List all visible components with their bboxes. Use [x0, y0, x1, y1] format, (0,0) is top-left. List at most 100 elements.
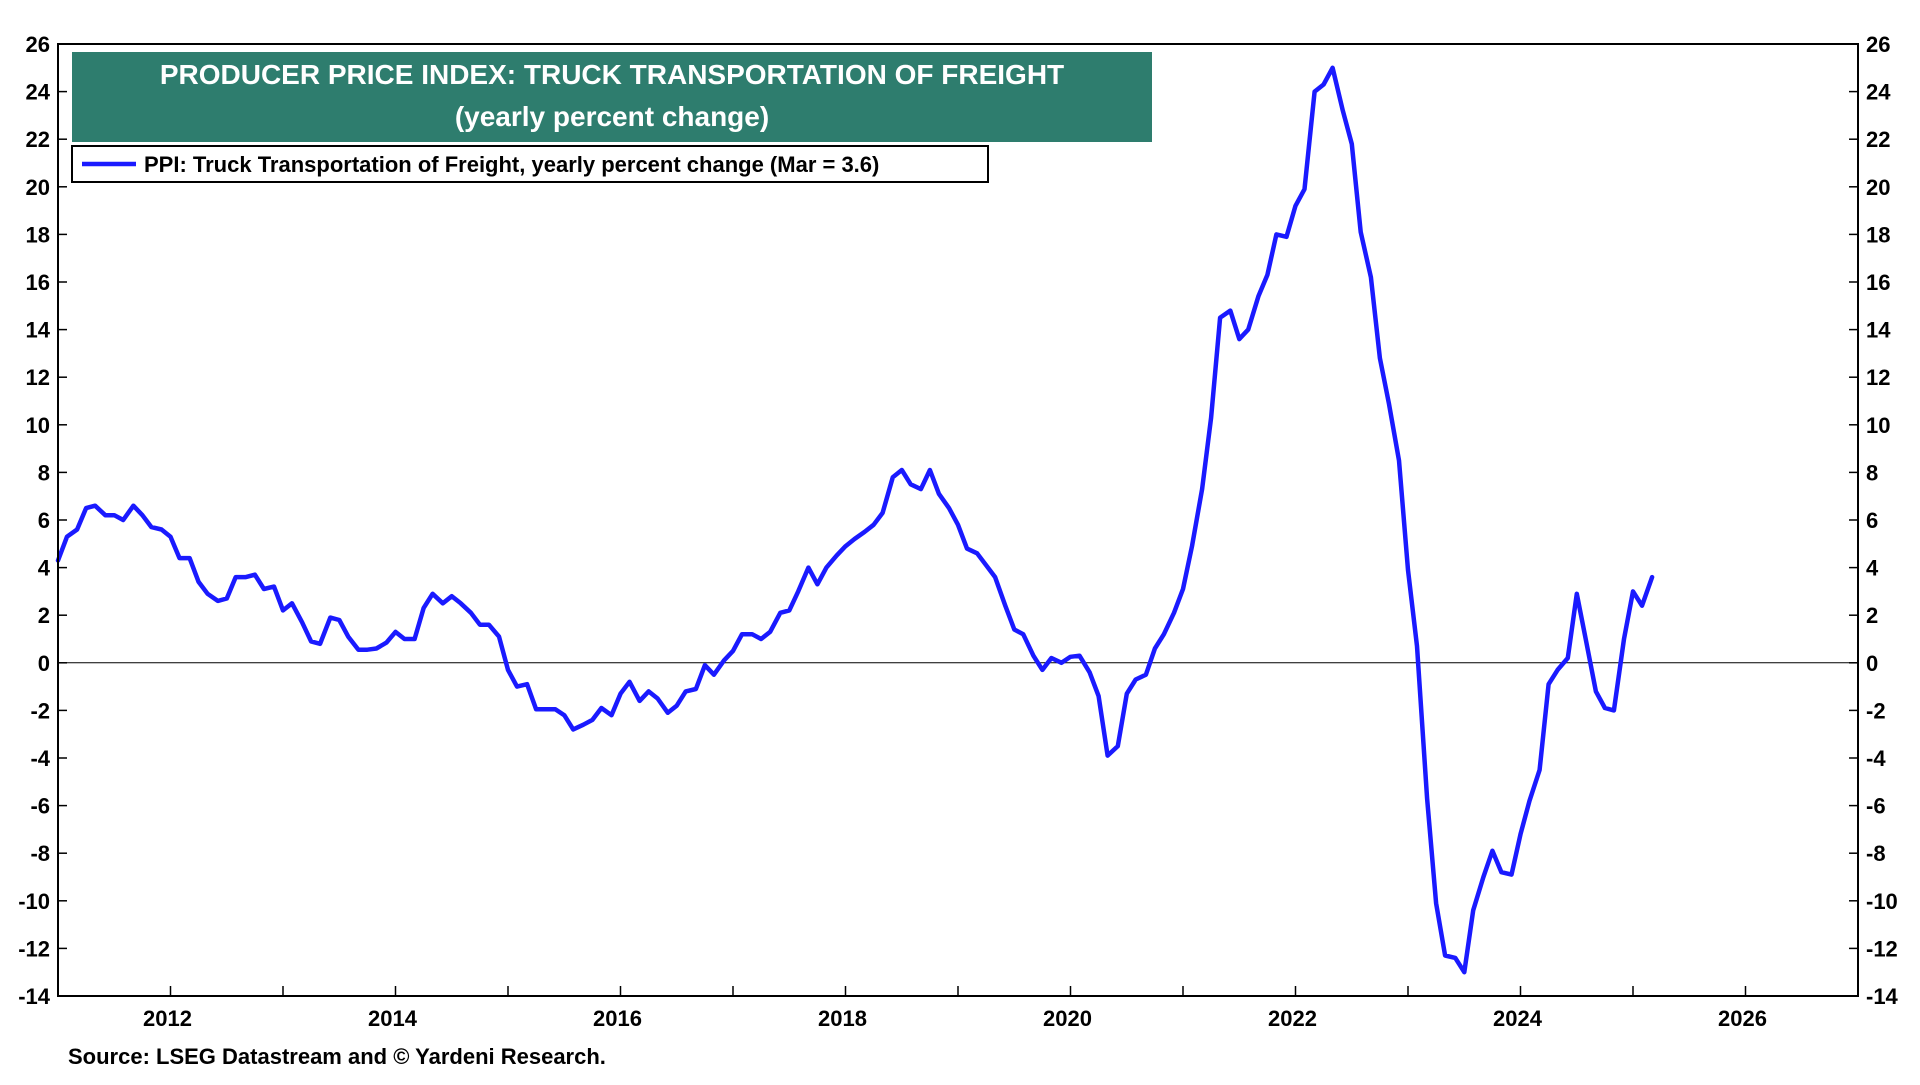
- data-point: [534, 708, 538, 711]
- y-tick-label-right: 0: [1866, 651, 1878, 676]
- y-tick-label-left: 6: [38, 508, 50, 533]
- data-point: [947, 506, 951, 510]
- data-point: [253, 573, 257, 576]
- y-tick-label-left: 4: [38, 556, 51, 581]
- data-point: [1556, 668, 1559, 672]
- data-point: [1350, 142, 1354, 146]
- data-point: [731, 649, 735, 653]
- y-tick-label-right: -10: [1866, 889, 1898, 914]
- y-tick-label-left: 16: [26, 270, 50, 295]
- data-point: [431, 592, 434, 595]
- data-point: [1181, 587, 1185, 591]
- data-point: [1322, 83, 1325, 86]
- data-point: [459, 602, 462, 605]
- data-point: [113, 514, 116, 517]
- data-point: [900, 468, 903, 472]
- legend-label: PPI: Truck Transportation of Freight, ye…: [144, 152, 879, 177]
- y-tick-label-right: -8: [1866, 841, 1886, 866]
- data-point: [206, 592, 209, 595]
- data-point: [684, 690, 687, 693]
- data-point: [1397, 459, 1401, 462]
- data-point: [1443, 954, 1447, 957]
- data-point: [975, 552, 979, 555]
- y-tick-label-left: 24: [26, 80, 51, 105]
- y-tick-label-left: 2: [38, 603, 50, 628]
- y-tick-label-left: 0: [38, 651, 50, 676]
- data-point: [1106, 754, 1109, 757]
- data-point: [1125, 692, 1129, 695]
- data-point: [1303, 188, 1306, 191]
- data-point: [506, 668, 510, 672]
- y-tick-label-right: 18: [1866, 222, 1890, 247]
- y-tick-label-right: 26: [1866, 32, 1890, 57]
- data-point: [1500, 871, 1503, 874]
- data-point: [1266, 273, 1269, 277]
- data-point: [1022, 633, 1025, 636]
- data-point: [965, 547, 969, 550]
- y-tick-label-right: 4: [1866, 556, 1879, 581]
- data-point: [1378, 357, 1382, 360]
- data-point: [1631, 590, 1635, 593]
- data-point: [84, 506, 88, 510]
- data-point: [591, 718, 594, 722]
- data-point: [1032, 654, 1035, 657]
- y-tick-label-left: -14: [18, 984, 51, 1009]
- data-point: [1060, 661, 1063, 664]
- data-point: [1612, 709, 1616, 712]
- y-tick-label-right: 2: [1866, 603, 1878, 628]
- data-point: [1547, 683, 1550, 686]
- data-point: [1050, 656, 1053, 660]
- data-point: [216, 599, 219, 603]
- data-point: [262, 587, 266, 591]
- data-point: [807, 566, 810, 569]
- y-tick-label-left: -6: [30, 794, 50, 819]
- data-point: [178, 556, 181, 560]
- data-point: [1622, 637, 1626, 641]
- data-point: [169, 535, 172, 538]
- data-point: [132, 504, 135, 507]
- legend-box: [71, 145, 989, 183]
- data-point: [272, 585, 276, 588]
- data-point: [993, 575, 997, 579]
- y-tick-label-right: 16: [1866, 270, 1890, 295]
- data-point: [487, 623, 491, 626]
- data-point: [290, 602, 294, 605]
- data-point: [65, 535, 69, 538]
- data-point: [1078, 654, 1081, 657]
- data-point: [469, 611, 473, 614]
- y-tick-label-right: 6: [1866, 508, 1878, 533]
- y-tick-label-right: -2: [1866, 698, 1886, 723]
- chart-subtitle: (yearly percent change): [455, 101, 769, 132]
- data-point: [891, 476, 894, 479]
- data-point: [1434, 902, 1438, 905]
- axis-ticks: [57, 43, 1858, 997]
- y-tick-label-left: 8: [38, 460, 50, 485]
- data-point: [881, 511, 884, 515]
- data-point: [1482, 875, 1485, 879]
- data-point: [1359, 230, 1362, 234]
- data-point: [722, 659, 726, 662]
- data-point: [582, 723, 585, 726]
- data-point: [1510, 873, 1513, 876]
- data-point: [300, 621, 304, 624]
- data-point: [1218, 316, 1222, 319]
- data-point: [1088, 671, 1091, 674]
- y-tick-label-right: 12: [1866, 365, 1890, 390]
- y-tick-label-right: -12: [1866, 936, 1898, 961]
- y-tick-label-left: 12: [26, 365, 50, 390]
- data-point: [1369, 276, 1373, 279]
- data-point: [1153, 647, 1157, 650]
- data-point: [1538, 768, 1541, 772]
- data-point: [984, 564, 988, 567]
- y-tick-label-left: 20: [26, 175, 50, 200]
- data-point: [1294, 204, 1297, 207]
- y-tick-label-left: -2: [30, 698, 50, 723]
- data-point: [357, 648, 360, 651]
- data-point: [1406, 568, 1410, 572]
- data-point: [1415, 644, 1419, 648]
- data-point: [1454, 956, 1457, 960]
- data-point: [413, 637, 416, 641]
- y-tick-label-left: 14: [26, 318, 51, 343]
- data-point: [543, 708, 547, 711]
